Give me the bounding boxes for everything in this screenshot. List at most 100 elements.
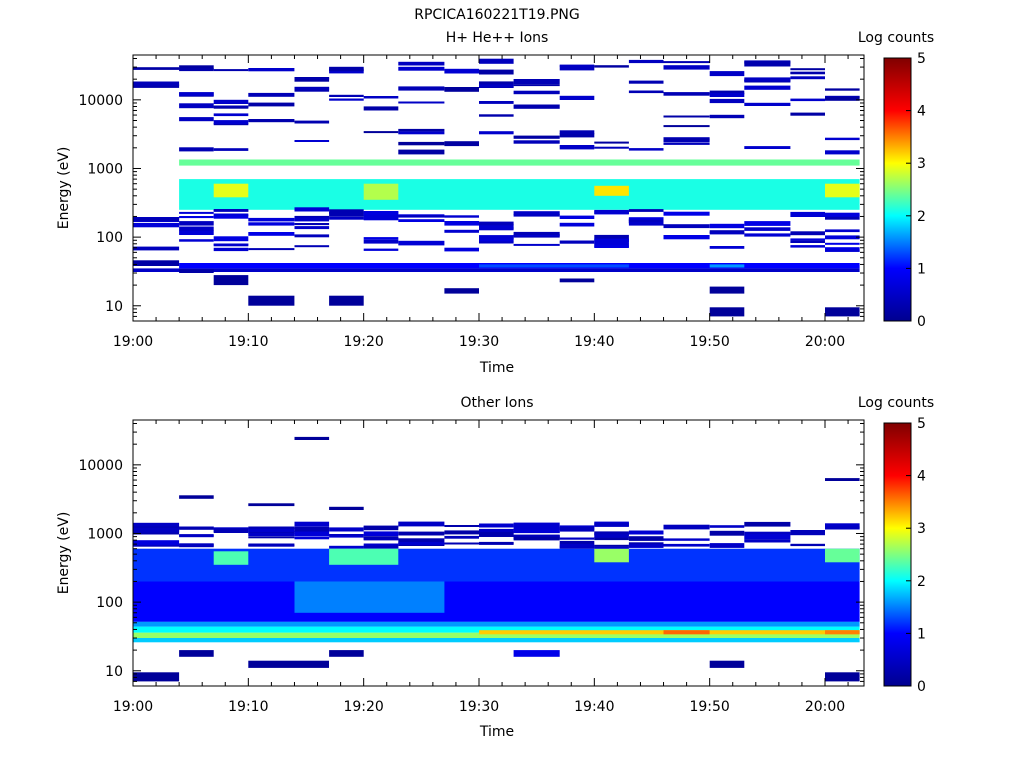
colorbar-tick-label: 4: [917, 469, 926, 485]
heatmap-cell: [363, 545, 399, 549]
heatmap-cell: [248, 543, 295, 546]
heatmap-cell: [479, 542, 514, 545]
x-tick-label: 19:00: [113, 699, 153, 715]
heatmap-cell: [294, 226, 330, 230]
heatmap-cell: [479, 114, 514, 117]
heatmap-cell: [363, 131, 399, 134]
panel-2-colorbar: 0 1 2 3 4 5: [883, 416, 926, 695]
heatmap-cell: [594, 534, 629, 538]
heatmap-cell: [744, 227, 791, 231]
heatmap-cell: [790, 240, 825, 243]
heatmap-cell: [398, 531, 445, 536]
heatmap-cell: [744, 233, 791, 237]
heatmap-cell: [294, 531, 330, 536]
heatmap-cell: [133, 526, 180, 531]
y-tick-label: 1000: [87, 161, 123, 177]
heatmap-cell: [294, 120, 330, 124]
heatmap-cell: [248, 503, 295, 507]
y-tick-label: 1000: [87, 526, 123, 542]
heatmap-cell: [709, 530, 745, 536]
heatmap-cell: [329, 98, 364, 101]
heatmap-cell: [744, 221, 791, 226]
heatmap-cell: [825, 212, 860, 217]
heatmap-cell: [479, 84, 514, 88]
y-tick-label: 10: [105, 299, 123, 315]
heatmap-cell: [628, 59, 664, 64]
heatmap-cell: [329, 295, 364, 306]
heatmap-cell: [398, 86, 445, 91]
heatmap-cell: [133, 540, 180, 546]
heatmap-cell: [363, 525, 399, 531]
x-tick-label: 19:40: [574, 334, 614, 350]
heatmap-cell: [294, 436, 330, 440]
heatmap-cell: [363, 237, 399, 240]
panel-1-colorbar-label: Log counts: [858, 30, 934, 46]
heatmap-cell: [594, 240, 629, 245]
heatmap-cell: [709, 660, 745, 668]
heatmap-cell: [133, 222, 180, 228]
heatmap-cell: [663, 538, 710, 541]
heatmap-cell: [513, 526, 560, 530]
heatmap-cell: [398, 541, 445, 546]
panel-2-title: Other Ions: [460, 395, 533, 411]
panel-1-title: H+ He++ Ions: [446, 30, 549, 46]
heatmap-cell: [790, 98, 825, 102]
heatmap-cell: [825, 478, 860, 481]
heatmap-cell: [329, 506, 364, 510]
heatmap-cell: [329, 534, 364, 536]
heatmap-cell: [294, 536, 330, 540]
heatmap-cell: [133, 581, 860, 622]
x-tick-label: 19:30: [459, 699, 499, 715]
heatmap-cell: [594, 65, 629, 68]
heatmap-cell: [594, 548, 629, 563]
heatmap-cell: [398, 149, 445, 155]
heatmap-cell: [248, 527, 295, 533]
heatmap-cell: [479, 237, 514, 242]
heatmap-cell: [179, 211, 214, 214]
heatmap-cell: [744, 146, 791, 149]
heatmap-cell: [825, 630, 860, 635]
heatmap-cell: [744, 531, 791, 535]
x-tick-label: 19:50: [689, 699, 729, 715]
heatmap-cell: [744, 85, 791, 90]
heatmap-cell: [363, 239, 399, 244]
heatmap-cell: [513, 140, 560, 144]
heatmap-cell: [663, 65, 710, 70]
panel-2-axes: 19:00 19:10 19:20 19:30 19:40 19:50 20:00 10 100…: [78, 420, 864, 715]
heatmap-cell: [248, 217, 295, 222]
heatmap-cell: [825, 523, 860, 528]
panel-1-colorbar: 0 1 2 3 4 5: [883, 51, 926, 330]
y-tick-label: 10000: [78, 93, 123, 109]
heatmap-cell: [594, 245, 629, 248]
heatmap-cell: [133, 632, 860, 638]
heatmap-cell: [398, 101, 445, 104]
heatmap-cell: [709, 246, 745, 249]
colorbar-tick-label: 2: [917, 574, 926, 590]
heatmap-cell: [213, 236, 249, 242]
heatmap-cell: [663, 92, 710, 96]
heatmap-cell: [329, 650, 364, 657]
heatmap-cell: [559, 540, 595, 545]
colorbar-tick-label: 0: [917, 314, 926, 330]
colorbar-tick-label: 4: [917, 104, 926, 120]
heatmap-cell: [628, 80, 664, 84]
colorbar-tick-label: 5: [917, 416, 926, 432]
heatmap-cell: [628, 90, 664, 94]
panel-other-ions: Other Ions Log counts Energy (eV) Time 1…: [56, 395, 934, 740]
heatmap-cell: [444, 215, 479, 218]
heatmap-cell: [479, 264, 629, 268]
heatmap-cell: [709, 286, 745, 294]
heatmap-cell: [559, 145, 595, 150]
colorbar-gradient: [883, 422, 912, 687]
colorbar-tick-label: 1: [917, 626, 926, 642]
heatmap-cell: [663, 211, 710, 216]
heatmap-cell: [790, 530, 825, 535]
heatmap-cell: [709, 98, 745, 104]
heatmap-cell: [790, 231, 825, 236]
heatmap-cell: [444, 530, 479, 535]
heatmap-cell: [248, 102, 295, 107]
heatmap-cell: [133, 268, 860, 272]
heatmap-cell: [398, 521, 445, 527]
colorbar-tick-label: 1: [917, 261, 926, 277]
heatmap-cell: [133, 522, 180, 527]
